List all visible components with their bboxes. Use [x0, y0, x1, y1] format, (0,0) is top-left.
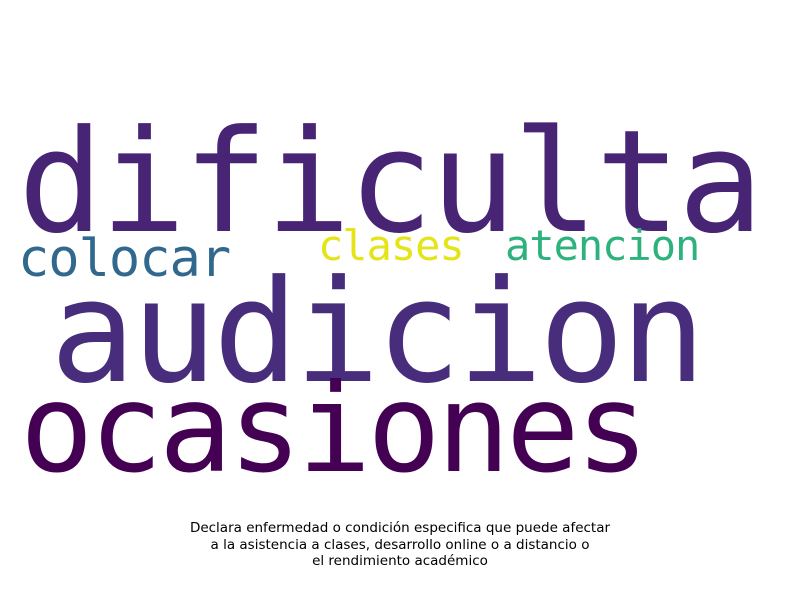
caption-line-2: a la asistencia a clases, desarrollo onl… — [100, 537, 700, 554]
word-ocasiones: ocasiones — [20, 368, 645, 490]
caption-line-1: Declara enfermedad o condición especific… — [100, 520, 700, 537]
figure-caption: Declara enfermedad o condición especific… — [100, 520, 700, 570]
caption-line-3: el rendimiento académico — [100, 553, 700, 570]
word-colocar: colocar — [18, 233, 230, 285]
word-clases: clases — [318, 225, 464, 267]
word-cloud: dificulta audicion ocasiones colocar cla… — [0, 0, 800, 500]
word-atencion: atencion — [505, 225, 699, 267]
